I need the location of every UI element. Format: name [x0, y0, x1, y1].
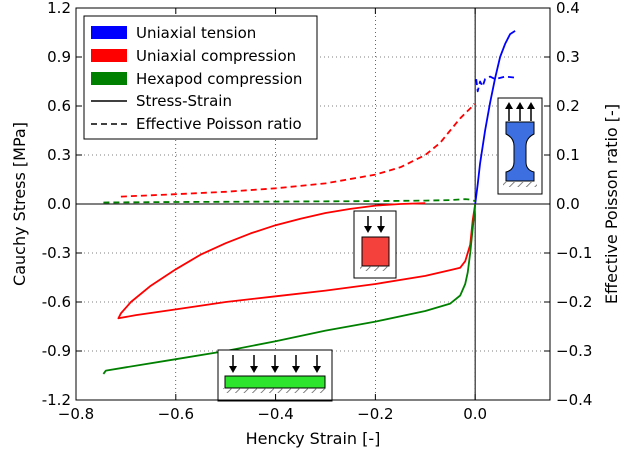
y-tick-label: 0.6	[47, 97, 71, 115]
series-line-3	[120, 103, 475, 198]
legend-label: Uniaxial compression	[136, 47, 296, 65]
legend-swatch	[91, 49, 127, 62]
y-tick-label: -1.2	[42, 391, 71, 409]
y-tick-label: 1.2	[47, 0, 71, 17]
y-right-tick-label: −0.1	[556, 244, 592, 262]
x-tick-label: −0.4	[257, 405, 293, 423]
series-line-4	[102, 203, 477, 375]
y-right-tick-label: −0.2	[556, 293, 592, 311]
hexapod-specimen-inset	[217, 349, 333, 402]
series-line-5	[103, 198, 476, 204]
y-tick-label: -0.6	[42, 293, 71, 311]
legend: Uniaxial tension Uniaxial compression He…	[83, 15, 318, 140]
cube-specimen-icon	[361, 236, 390, 267]
x-axis-label: Hencky Strain [-]	[246, 429, 381, 448]
legend-entry-hexapod: Hexapod compression	[91, 70, 302, 88]
legend-entry-tension: Uniaxial tension	[91, 24, 256, 42]
legend-label: Stress-Strain	[136, 92, 232, 110]
legend-swatch	[91, 72, 127, 85]
x-tick-label: 0.0	[463, 405, 487, 423]
legend-swatch	[91, 26, 127, 39]
y-right-tick-label: 0.0	[556, 195, 580, 213]
y-tick-label: -0.3	[42, 244, 71, 262]
y-axis-right-label: Effective Poisson ratio [-]	[602, 104, 621, 304]
y-tick-label: 0.0	[47, 195, 71, 213]
x-tick-label: −0.8	[58, 405, 94, 423]
y-axis-label: Cauchy Stress [MPa]	[10, 122, 29, 286]
y-right-tick-label: 0.2	[556, 97, 580, 115]
y-tick-label: -0.9	[42, 342, 71, 360]
down-arrow-icon	[229, 355, 321, 373]
series-layer	[102, 30, 516, 375]
legend-entry-compression: Uniaxial compression	[91, 47, 296, 65]
y-tick-label: 0.9	[47, 48, 71, 66]
series-line-1	[475, 75, 516, 93]
tension-specimen-inset	[497, 97, 543, 195]
legend-label: Effective Poisson ratio	[136, 115, 302, 133]
compression-specimen-inset	[353, 210, 397, 279]
down-arrow-icon	[364, 216, 385, 233]
y-right-tick-label: 0.1	[556, 146, 580, 164]
x-tick-label: −0.6	[158, 405, 194, 423]
legend-entry-stress-strain: Stress-Strain	[91, 92, 232, 110]
legend-entry-poisson: Effective Poisson ratio	[91, 115, 302, 133]
series-line-0	[474, 30, 516, 205]
up-arrow-icon	[505, 102, 535, 121]
legend-label: Uniaxial tension	[136, 24, 256, 42]
y-right-tick-label: −0.4	[556, 391, 592, 409]
y-right-tick-label: −0.3	[556, 342, 592, 360]
y-right-tick-label: 0.4	[556, 0, 580, 17]
y-tick-label: 0.3	[47, 146, 71, 164]
y-right-tick-label: 0.3	[556, 48, 580, 66]
x-tick-label: −0.2	[357, 405, 393, 423]
legend-label: Hexapod compression	[136, 70, 302, 88]
dogbone-specimen-icon	[505, 121, 535, 182]
plate-specimen-icon	[224, 375, 326, 389]
ticks: −0.8 −0.6 −0.4 −0.2 0.0 1.2 0.9 0.6 0.3 0.0 -0.3 -0…	[42, 0, 593, 423]
series-line-2	[117, 202, 477, 320]
